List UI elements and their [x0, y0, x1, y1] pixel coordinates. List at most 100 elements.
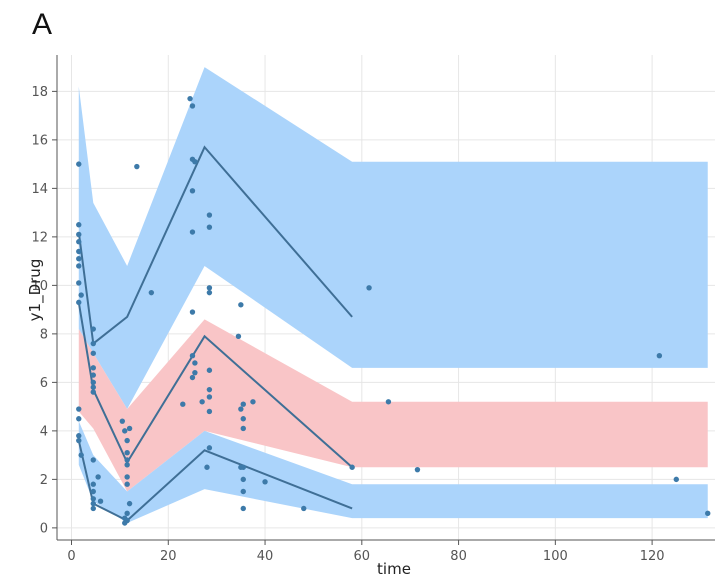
data-point: [90, 384, 96, 390]
data-point: [189, 188, 196, 194]
data-point: [76, 248, 82, 255]
data-point: [385, 399, 392, 405]
data-point: [206, 445, 213, 451]
data-point: [192, 360, 198, 366]
data-point: [206, 212, 213, 218]
data-point: [124, 450, 130, 456]
data-point: [240, 425, 246, 432]
data-point: [656, 353, 663, 359]
data-point: [301, 505, 307, 512]
data-point: [90, 372, 96, 378]
data-point: [206, 224, 213, 230]
data-point: [126, 425, 133, 432]
data-point: [240, 401, 246, 407]
y-tick-label: 8: [40, 327, 48, 342]
axes: 0 2 4 6 8 10 12 14 16 18 0 20 40 60 80 100 120: [31, 55, 715, 564]
data-point: [148, 289, 155, 296]
data-point: [122, 428, 128, 434]
data-point: [76, 231, 82, 238]
x-tick-label: 60: [354, 549, 371, 564]
data-point: [189, 353, 196, 359]
data-point: [189, 309, 196, 315]
data-point: [189, 229, 196, 235]
data-point: [76, 263, 82, 269]
data-point: [238, 406, 244, 412]
prediction-bands: [78, 67, 708, 524]
data-point: [90, 500, 96, 507]
observed-points: [76, 95, 711, 526]
data-point: [206, 386, 213, 393]
data-point: [206, 394, 213, 400]
data-point: [414, 466, 421, 473]
data-point: [76, 437, 82, 444]
data-point: [235, 333, 242, 339]
data-point: [240, 476, 246, 483]
panel-label: A: [32, 8, 53, 41]
data-point: [76, 299, 82, 306]
data-point: [206, 289, 213, 296]
data-point: [206, 285, 213, 291]
data-point: [180, 401, 186, 407]
data-point: [673, 476, 679, 483]
data-point: [90, 481, 96, 487]
data-point: [78, 452, 84, 458]
median-line: [77, 145, 353, 346]
data-point: [199, 399, 205, 405]
blue-prediction-band: [78, 421, 708, 524]
data-point: [124, 481, 130, 487]
blue-prediction-band: [78, 67, 708, 410]
x-tick-label: 100: [543, 549, 568, 564]
data-point: [250, 399, 256, 405]
x-tick-label: 80: [450, 549, 467, 564]
y-tick-label: 18: [31, 85, 48, 100]
data-point: [240, 416, 246, 422]
data-point: [240, 505, 246, 512]
data-point: [90, 389, 96, 395]
data-point: [189, 374, 196, 381]
data-point: [705, 510, 711, 517]
data-point: [124, 462, 130, 468]
data-point: [124, 457, 130, 463]
x-tick-label: 40: [257, 549, 274, 564]
data-point: [90, 457, 96, 463]
y-tick-label: 12: [31, 230, 48, 245]
data-point: [189, 103, 196, 109]
data-point: [126, 500, 133, 507]
data-point: [78, 292, 84, 298]
data-point: [76, 280, 82, 286]
y-tick-label: 2: [40, 473, 48, 488]
data-point: [192, 159, 198, 165]
data-point: [134, 163, 140, 170]
data-point: [366, 285, 372, 291]
red-prediction-band: [78, 319, 708, 492]
data-point: [97, 498, 104, 504]
data-point: [124, 474, 130, 480]
x-tick-label: 0: [67, 549, 75, 564]
data-point: [124, 510, 130, 517]
y-tick-label: 14: [31, 182, 48, 197]
data-point: [76, 222, 82, 228]
data-point: [240, 464, 246, 470]
data-point: [95, 474, 101, 480]
data-point: [76, 406, 82, 412]
data-point: [187, 95, 193, 102]
data-point: [90, 496, 96, 502]
data-point: [204, 464, 210, 470]
data-point: [90, 350, 96, 356]
y-tick-label: 16: [31, 133, 48, 148]
data-point: [76, 256, 82, 262]
data-point: [119, 418, 126, 424]
data-point: [122, 520, 128, 526]
data-point: [76, 433, 82, 439]
data-point: [240, 488, 246, 495]
data-point: [90, 365, 96, 371]
x-axis-title: time: [377, 560, 411, 578]
data-point: [76, 239, 82, 245]
y-tick-label: 0: [40, 521, 48, 536]
data-point: [76, 416, 82, 422]
data-point: [206, 408, 213, 415]
data-point: [262, 479, 268, 485]
y-tick-label: 10: [31, 279, 48, 294]
data-point: [90, 379, 96, 386]
